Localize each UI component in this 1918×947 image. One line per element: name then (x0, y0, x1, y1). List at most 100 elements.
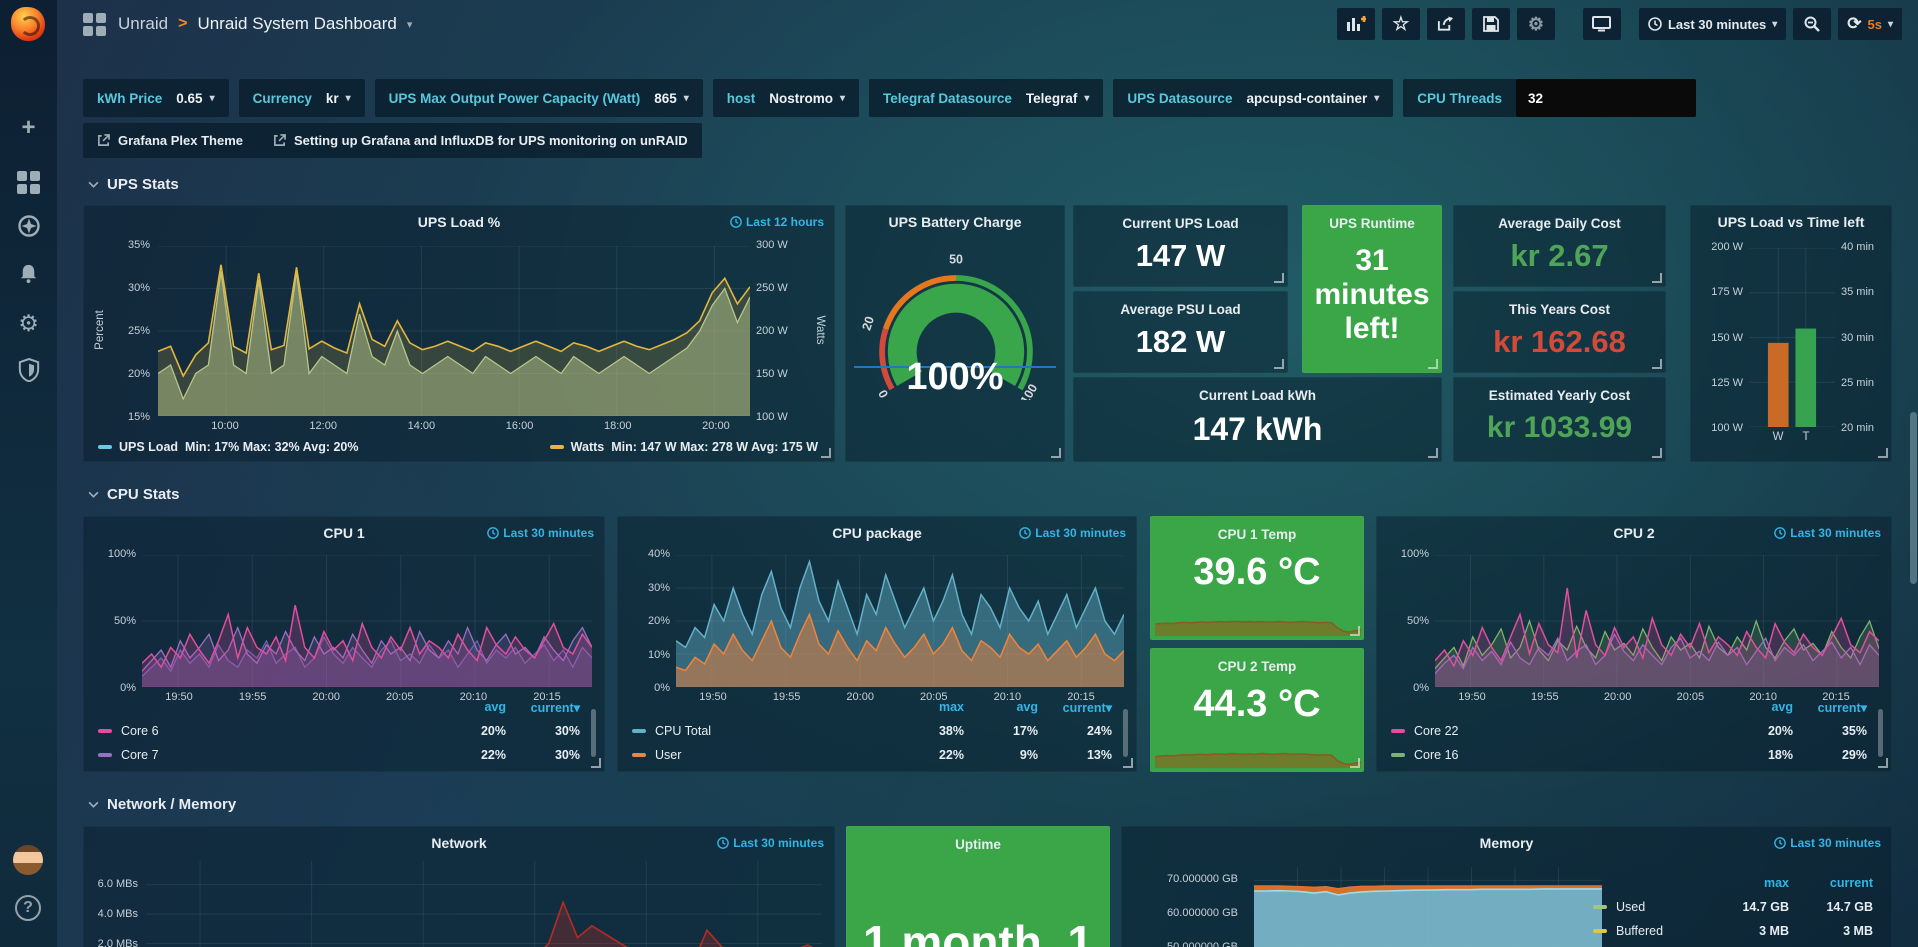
panel-time-range[interactable]: Last 30 minutes (1774, 526, 1881, 540)
panel-time-range[interactable]: Last 30 minutes (487, 526, 594, 540)
panel-ups-load[interactable]: UPS Load % Last 12 hours Percent 35% 30% 2… (83, 205, 835, 462)
user-avatar[interactable] (13, 845, 43, 875)
variable-value-dropdown[interactable]: apcupsd-container ▾ (1246, 90, 1380, 106)
create-icon[interactable]: + (0, 114, 57, 142)
panel-time-range[interactable]: Last 30 minutes (717, 836, 824, 850)
panel-time-range[interactable]: Last 12 hours (730, 215, 824, 229)
page-scrollbar[interactable] (1910, 412, 1917, 584)
memory-chart[interactable] (1254, 867, 1602, 947)
dashboard-settings-button[interactable]: ⚙ (1516, 8, 1555, 40)
dashboard-dropdown-caret-icon[interactable]: ▾ (406, 18, 413, 31)
legend-col-current[interactable]: current▾ (1062, 700, 1112, 715)
legend-scrollbar[interactable] (591, 709, 596, 757)
panel-cpu2-temp[interactable]: CPU 2 Temp 44.3 °C (1150, 648, 1364, 772)
panel-title[interactable]: UPS Load vs Time left (1717, 214, 1865, 230)
legend-row[interactable]: Core 6 20% 30% (98, 719, 580, 743)
cpu1-chart[interactable] (142, 555, 592, 687)
panel-current-load-kwh[interactable]: Current Load kWh 147 kWh (1073, 377, 1442, 462)
legend-col-avg[interactable]: avg (484, 700, 506, 714)
panel-this-years-cost[interactable]: This Years Cost kr 162.68 (1453, 291, 1666, 373)
panel-title[interactable]: CPU package (832, 525, 922, 541)
legend-row[interactable]: Core 22 20% 35% (1391, 719, 1867, 743)
panel-title[interactable]: UPS Battery Charge (888, 214, 1022, 230)
legend-scrollbar[interactable] (1123, 709, 1128, 757)
cpu-package-chart[interactable] (676, 555, 1124, 687)
cycle-view-mode-button[interactable] (1582, 8, 1621, 40)
legend-col-max[interactable]: max (938, 700, 964, 714)
panel-title[interactable]: Network (431, 835, 487, 851)
time-range-picker[interactable]: Last 30 minutes ▾ (1638, 8, 1787, 40)
add-panel-button[interactable] (1336, 8, 1375, 40)
link-ups-monitoring-guide[interactable]: Setting up Grafana and InfluxDB for UPS … (273, 133, 688, 148)
legend-col-current[interactable]: current (1829, 876, 1873, 890)
zoom-out-button[interactable] (1793, 8, 1832, 40)
tick-label: 150 W (1711, 331, 1743, 344)
stat-value: 182 W (1135, 324, 1226, 359)
panel-cpu-package[interactable]: CPU package Last 30 minutes 40% 30% 20% 10%… (617, 516, 1137, 772)
panel-ups-battery-charge[interactable]: UPS Battery Charge 0 20 50 100 100% (845, 205, 1065, 462)
dashboards-icon[interactable] (0, 168, 57, 194)
legend-row[interactable]: CPU Total 38% 17% 24% (632, 719, 1112, 743)
section-cpu-stats[interactable]: CPU Stats (88, 486, 180, 503)
configuration-gear-icon[interactable]: ⚙ (0, 310, 57, 337)
panel-memory[interactable]: Memory Last 30 minutes 70.000000 GB 60.00… (1121, 826, 1892, 947)
panel-estimated-yearly-cost[interactable]: Estimated Yearly Cost kr 1033.99 (1453, 377, 1666, 462)
legend-col-avg[interactable]: avg (1771, 700, 1793, 714)
variable-value-dropdown[interactable]: 865 ▾ (654, 90, 689, 106)
legend-row[interactable]: Used 14.7 GB 14.7 GB (1593, 895, 1873, 919)
panel-average-daily-cost[interactable]: Average Daily Cost kr 2.67 (1453, 205, 1666, 287)
panel-average-psu-load[interactable]: Average PSU Load 182 W (1073, 291, 1288, 373)
apps-grid-icon[interactable] (83, 12, 106, 36)
network-chart[interactable] (146, 861, 822, 947)
legend-row[interactable]: Buffered 3 MB 3 MB (1593, 919, 1873, 943)
legend-col-max[interactable]: max (1763, 876, 1789, 890)
legend-row[interactable]: Core 7 22% 30% (98, 743, 580, 767)
star-button[interactable]: ☆ (1381, 8, 1420, 40)
panel-ups-load-vs-time-left[interactable]: UPS Load vs Time left 200 W 175 W 150 W 125… (1690, 205, 1892, 462)
legend-col-avg[interactable]: avg (1016, 700, 1038, 714)
panel-ups-runtime[interactable]: UPS Runtime 31 minutes left! (1302, 205, 1442, 373)
cpu-threads-input[interactable] (1516, 79, 1697, 117)
legend-col-current[interactable]: current▾ (1817, 700, 1867, 715)
panel-title[interactable]: UPS Load % (417, 214, 501, 230)
panel-uptime[interactable]: Uptime 1 month, 1 (846, 826, 1110, 947)
panel-time-range[interactable]: Last 30 minutes (1774, 836, 1881, 850)
save-button[interactable] (1471, 8, 1510, 40)
panel-time-range[interactable]: Last 30 minutes (1019, 526, 1126, 540)
panel-cpu-1[interactable]: CPU 1 Last 30 minutes 100% 50% 0% 19:50 19:… (83, 516, 605, 772)
variable-value-dropdown[interactable]: Nostromo ▾ (769, 90, 846, 106)
cpu2-chart[interactable] (1435, 555, 1879, 687)
link-grafana-plex-theme[interactable]: Grafana Plex Theme (97, 133, 243, 148)
svg-text:50: 50 (949, 253, 963, 267)
legend-scrollbar[interactable] (1878, 709, 1883, 757)
variable-value-dropdown[interactable]: 0.65 ▾ (176, 90, 215, 106)
dashboard-title[interactable]: Unraid System Dashboard (197, 14, 397, 33)
panel-title[interactable]: CPU 1 (323, 525, 365, 541)
panel-current-ups-load[interactable]: Current UPS Load 147 W (1073, 205, 1288, 287)
refresh-picker[interactable]: ⟳ 5s ▾ (1838, 8, 1902, 40)
series-color-dash (1593, 929, 1607, 933)
help-icon[interactable]: ? (15, 895, 41, 921)
panel-title[interactable]: Memory (1479, 835, 1534, 851)
legend-row[interactable]: User 22% 9% 13% (632, 743, 1112, 767)
panel-title[interactable]: CPU 2 (1613, 525, 1655, 541)
panel-network[interactable]: Network Last 30 minutes 6.0 MBs 4.0 MBs 2.… (83, 826, 835, 947)
section-network-memory[interactable]: Network / Memory (88, 796, 236, 813)
variable-value-dropdown[interactable]: kr ▾ (325, 90, 351, 106)
panel-cpu1-temp[interactable]: CPU 1 Temp 39.6 °C (1150, 516, 1364, 640)
legend-row[interactable]: Core 16 18% 29% (1391, 743, 1867, 767)
alerting-bell-icon[interactable] (0, 262, 57, 290)
ups-load-chart[interactable] (158, 246, 750, 416)
legend-item[interactable]: Watts Min: 147 W Max: 278 W Avg: 175 W (549, 440, 818, 454)
server-admin-shield-icon[interactable] (0, 357, 57, 387)
legend-col-current[interactable]: current▾ (530, 700, 580, 715)
variable-value-dropdown[interactable]: Telegraf ▾ (1025, 90, 1090, 106)
section-ups-stats[interactable]: UPS Stats (88, 176, 179, 193)
breadcrumb-root[interactable]: Unraid (118, 14, 169, 33)
share-button[interactable] (1426, 8, 1465, 40)
clock-icon (1774, 837, 1787, 849)
panel-cpu-2[interactable]: CPU 2 Last 30 minutes 100% 50% 0% 19:50 19:… (1376, 516, 1892, 772)
explore-icon[interactable] (0, 214, 57, 243)
legend-item[interactable]: UPS Load Min: 17% Max: 32% Avg: 20% (98, 440, 358, 454)
grafana-logo-icon[interactable] (11, 7, 45, 41)
